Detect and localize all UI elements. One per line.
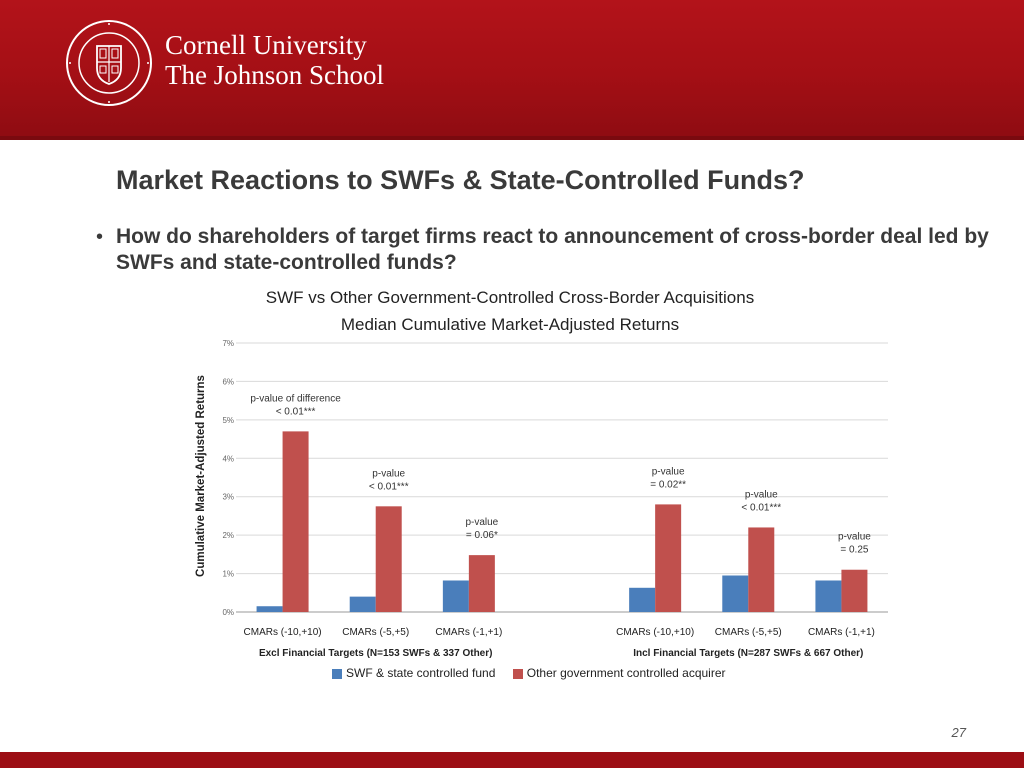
category-label: CMARs (-5,+5) — [342, 627, 409, 638]
header-divider — [0, 136, 1024, 140]
p-value-label: p-value — [372, 468, 405, 479]
bar-swf — [442, 580, 469, 612]
category-label: CMARs (-10,+10) — [616, 627, 694, 638]
bar-swf — [256, 606, 283, 612]
y-tick-label: 3% — [222, 493, 234, 502]
y-tick-label: 6% — [222, 377, 234, 386]
y-tick-label: 5% — [222, 416, 234, 425]
university-name: Cornell University — [165, 30, 367, 60]
bar-other — [468, 555, 495, 612]
bullet-text: How do shareholders of target firms reac… — [116, 225, 989, 274]
category-label: CMARs (-10,+10) — [244, 627, 322, 638]
p-value-result: = 0.06* — [466, 530, 498, 541]
group-label: Incl Financial Targets (N=287 SWFs & 667… — [633, 648, 863, 659]
header-banner: Cornell University The Johnson School — [0, 0, 1024, 136]
p-value-result: = 0.25 — [840, 545, 869, 556]
legend-item-other: Other government controlled acquirer — [512, 666, 726, 680]
p-value-label: p-value — [652, 466, 685, 477]
legend-label-other: Other government controlled acquirer — [526, 666, 726, 680]
bar-other — [748, 527, 775, 612]
y-tick-label: 4% — [222, 454, 234, 463]
p-value-result: = 0.02** — [650, 479, 686, 490]
y-tick-label: 2% — [222, 531, 234, 540]
bar-other — [282, 431, 309, 612]
p-value-label: p-value — [745, 489, 778, 500]
y-tick-label: 0% — [222, 608, 234, 617]
legend-swatch-swf — [332, 668, 342, 679]
school-name: The Johnson School — [165, 60, 384, 90]
group-label: Excl Financial Targets (N=153 SWFs & 337… — [259, 648, 493, 659]
y-tick-label: 7% — [222, 339, 234, 348]
category-label: CMARs (-1,+1) — [435, 627, 502, 638]
legend-item-swf: SWF & state controlled fund — [332, 666, 499, 680]
p-value-label: p-value of difference — [250, 393, 341, 404]
p-value-result: < 0.01*** — [369, 481, 409, 492]
chart-legend: SWF & state controlled fund Other govern… — [332, 666, 740, 680]
p-value-label: p-value — [465, 517, 498, 528]
bar-other — [655, 504, 682, 612]
y-axis-label: Cumulative Market-Adjusted Returns — [195, 375, 207, 577]
p-value-result: < 0.01*** — [276, 406, 316, 417]
bar-swf — [815, 580, 842, 612]
page-number: 27 — [951, 725, 966, 740]
bullet-icon: • — [96, 226, 104, 248]
chart-title-line-2: Median Cumulative Market-Adjusted Return… — [340, 315, 680, 334]
category-label: CMARs (-5,+5) — [715, 627, 782, 638]
category-label: CMARs (-1,+1) — [808, 627, 875, 638]
chart-title: SWF vs Other Government-Controlled Cross… — [190, 284, 830, 338]
bar-other — [375, 506, 402, 612]
p-value-label: p-value — [838, 532, 871, 543]
p-value-result: < 0.01*** — [741, 502, 781, 513]
bar-swf — [629, 587, 656, 612]
bar-other — [841, 569, 868, 612]
footer-bar — [0, 752, 1024, 768]
bar-swf — [349, 596, 376, 612]
y-tick-label: 1% — [222, 570, 234, 579]
legend-swatch-other — [512, 668, 523, 679]
chart-title-line-1: SWF vs Other Government-Controlled Cross… — [265, 288, 755, 307]
bar-swf — [722, 575, 749, 612]
legend-label-swf: SWF & state controlled fund — [346, 666, 496, 680]
cornell-seal-icon — [66, 20, 152, 106]
slide-title: Market Reactions to SWFs & State-Control… — [116, 165, 805, 195]
